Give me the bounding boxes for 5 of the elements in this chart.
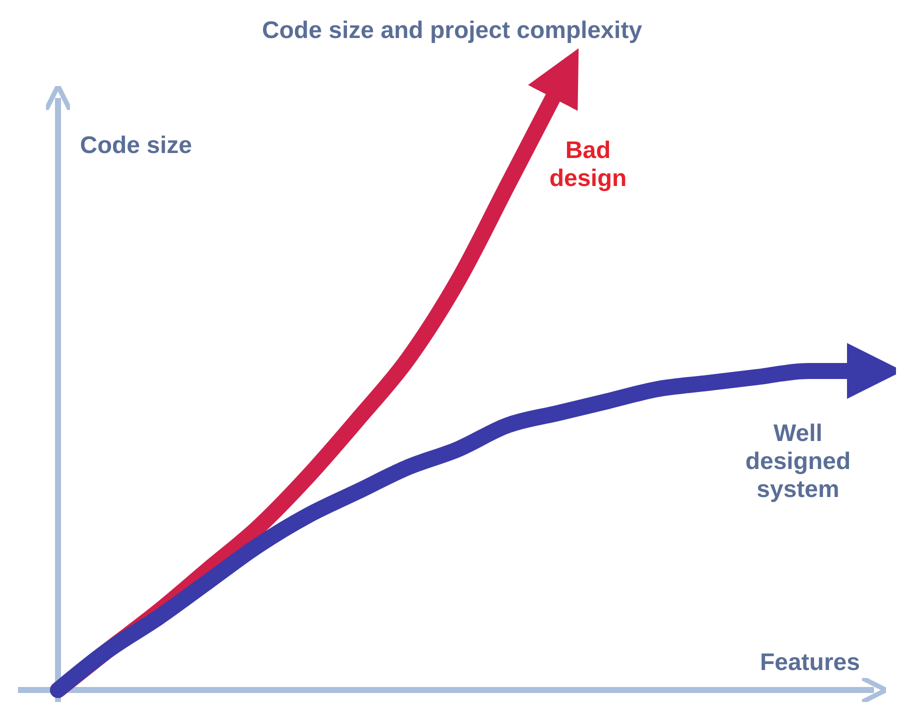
chart-title: Code size and project complexity <box>262 17 643 44</box>
y-axis-title: Code size <box>80 132 192 159</box>
series-label: Well designed system <box>745 420 851 503</box>
series-label: Bad design <box>549 137 627 192</box>
x-axis-title: Features <box>760 649 860 676</box>
